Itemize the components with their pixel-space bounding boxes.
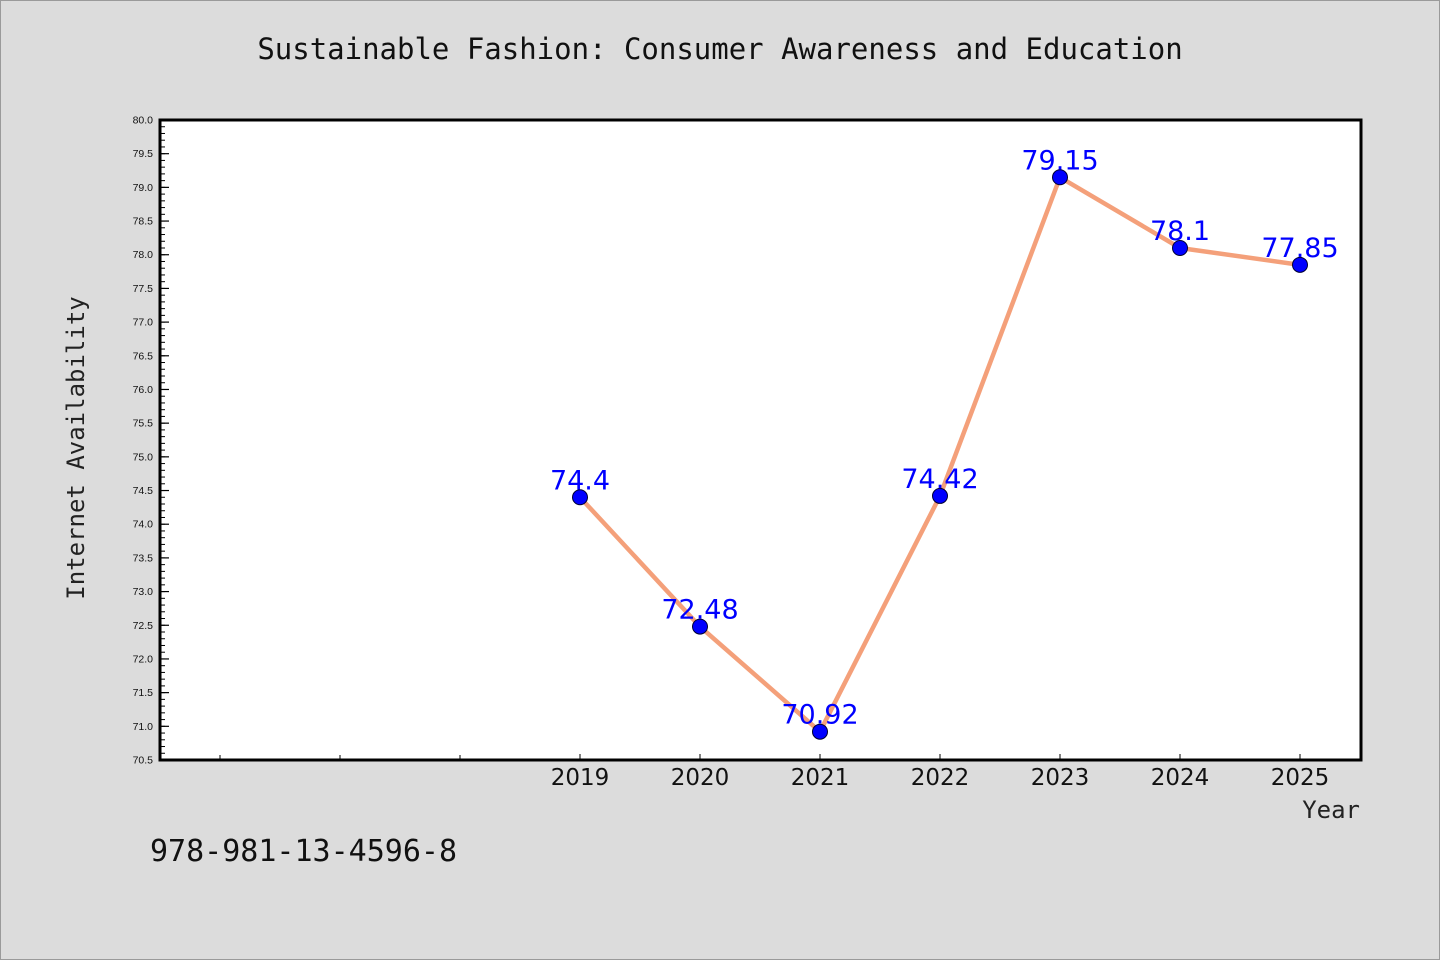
y-tick-label: 71.5 bbox=[133, 687, 154, 699]
y-tick-label: 73.5 bbox=[133, 552, 154, 564]
y-tick-label: 79.5 bbox=[133, 148, 154, 160]
data-point bbox=[1052, 169, 1068, 186]
y-tick-label: 71.0 bbox=[133, 721, 154, 733]
y-tick-label: 76.5 bbox=[133, 350, 154, 362]
y-tick-label: 79.0 bbox=[133, 182, 154, 194]
y-tick-label: 78.5 bbox=[133, 216, 154, 228]
plot-border bbox=[158, 118, 1363, 762]
data-label: 72.48 bbox=[661, 595, 738, 626]
x-tick-label: 2023 bbox=[1031, 765, 1090, 791]
y-tick-label: 70.5 bbox=[133, 755, 154, 767]
data-label: 70.92 bbox=[781, 700, 858, 731]
plot-area bbox=[160, 120, 1361, 760]
data-point bbox=[812, 723, 828, 740]
data-point bbox=[1172, 240, 1188, 256]
y-tick-label: 78.0 bbox=[133, 249, 154, 261]
y-tick-label: 74.0 bbox=[133, 519, 154, 531]
data-label: 79.15 bbox=[1021, 145, 1098, 176]
chart-title: Sustainable Fashion: Consumer Awareness … bbox=[257, 32, 1183, 66]
x-tick-label: 2019 bbox=[551, 765, 610, 791]
data-point bbox=[692, 618, 708, 635]
x-tick-label: 2025 bbox=[1271, 765, 1330, 791]
y-tick-label: 76.0 bbox=[133, 384, 154, 396]
y-tick-label: 75.0 bbox=[133, 451, 154, 463]
footer-code: 978-981-13-4596-8 bbox=[150, 834, 458, 869]
data-label: 78.1 bbox=[1150, 216, 1210, 247]
data-point bbox=[572, 489, 588, 506]
x-tick-label: 2021 bbox=[791, 765, 850, 791]
x-tick-label: 2022 bbox=[911, 765, 970, 791]
y-tick-label: 73.0 bbox=[133, 586, 154, 598]
data-label: 74.4 bbox=[550, 465, 610, 496]
x-tick-label: 2024 bbox=[1151, 765, 1210, 791]
data-point bbox=[1292, 256, 1308, 273]
x-axis-label: Year bbox=[1302, 796, 1360, 824]
y-tick-label: 72.5 bbox=[133, 620, 154, 632]
x-tick-label: 2020 bbox=[671, 765, 730, 791]
data-label: 77.85 bbox=[1261, 233, 1338, 264]
y-tick-label: 77.5 bbox=[133, 283, 154, 295]
y-tick-label: 80.0 bbox=[133, 115, 154, 127]
y-tick-label: 77.0 bbox=[133, 317, 154, 329]
y-tick-label: 72.0 bbox=[133, 653, 154, 665]
y-tick-label: 74.5 bbox=[133, 485, 154, 497]
data-point bbox=[932, 487, 948, 504]
y-tick-label: 75.5 bbox=[133, 418, 154, 430]
data-label: 74.42 bbox=[901, 464, 978, 495]
